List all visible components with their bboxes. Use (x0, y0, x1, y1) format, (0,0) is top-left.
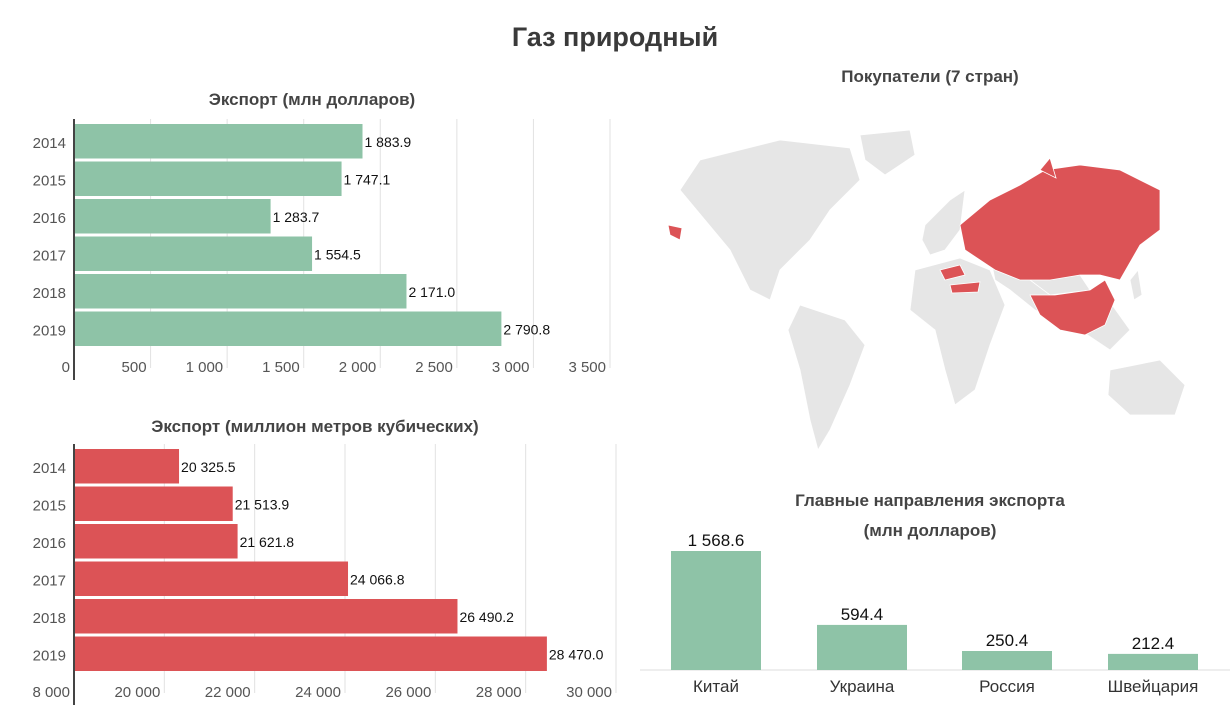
bar-Россия (962, 651, 1052, 670)
bar-2019 (74, 636, 547, 671)
bar-2014 (74, 449, 180, 484)
x-tick-label: 500 (122, 359, 147, 376)
x-tick-label: 2 000 (339, 359, 377, 376)
turkey (949, 281, 981, 294)
australia (1107, 359, 1186, 416)
page-title: Газ природный (511, 22, 719, 52)
x-tick-label: 26 000 (385, 684, 431, 701)
y-tick-label: 2015 (33, 497, 66, 514)
y-tick-label: 2019 (33, 647, 66, 664)
map-title: Покупатели (7 стран) (841, 67, 1019, 86)
russia (959, 164, 1161, 281)
destinations-chart: 1 568.6 Китай 594.4 Украина 250.4 Россия 212.4… (640, 531, 1230, 696)
value-label: 1 568.6 (688, 531, 745, 550)
export-volume-chart: Экспорт (миллион метров кубических) 8 000… (32, 417, 617, 705)
x-tick-label: 0 (62, 359, 70, 376)
x-tick-label: 24 000 (295, 684, 341, 701)
x-tick-label: 20 000 (114, 684, 160, 701)
chart-title: Экспорт (млн долларов) (209, 90, 415, 109)
alaska-region (667, 224, 683, 241)
y-tick-label: 2017 (33, 247, 66, 264)
y-tick-label: 2014 (33, 460, 66, 477)
north-america (679, 139, 861, 301)
ukraine (939, 264, 966, 281)
x-tick-label: 1 000 (186, 359, 224, 376)
chart-title: Экспорт (миллион метров кубических) (151, 417, 478, 436)
x-tick-label: 2 500 (415, 359, 453, 376)
value-label: 250.4 (986, 631, 1029, 650)
bar-2019 (74, 311, 502, 346)
x-tick-label: 3 500 (568, 359, 606, 376)
bar-2016 (74, 524, 238, 559)
bar-2017 (74, 236, 313, 271)
bar-2015 (74, 161, 342, 196)
x-tick-label: 3 000 (492, 359, 530, 376)
value-label: 2 790.8 (503, 321, 550, 337)
bar-2018 (74, 274, 407, 309)
destinations-title-line2: (млн долларов) (863, 521, 997, 540)
y-tick-label: 2019 (33, 322, 66, 339)
bar-2015 (74, 486, 233, 521)
south-america (787, 304, 866, 452)
x-tick-label: Китай (693, 677, 739, 696)
x-tick-label: 30 000 (566, 684, 612, 701)
bar-2016 (74, 199, 271, 234)
x-tick-label: 1 500 (262, 359, 300, 376)
destinations-title: Главные направления экспорта (млн доллар… (640, 486, 1220, 546)
greenland (859, 130, 916, 176)
x-tick-label: 28 000 (476, 684, 522, 701)
bar-Швейцария (1108, 653, 1198, 670)
y-tick-label: 2018 (33, 610, 66, 627)
y-tick-label: 2015 (33, 172, 66, 189)
value-label: 2 171.0 (408, 284, 455, 300)
x-tick-label: Швейцария (1108, 677, 1199, 696)
value-label: 1 554.5 (314, 246, 361, 262)
africa (909, 257, 1006, 406)
value-label: 1 883.9 (365, 134, 412, 150)
destinations-title-line1: Главные направления экспорта (795, 491, 1065, 510)
value-label: 28 470.0 (549, 646, 604, 662)
x-tick-label: Украина (830, 677, 895, 696)
bar-2018 (74, 599, 458, 634)
value-label: 24 066.8 (350, 571, 405, 587)
value-label: 594.4 (841, 605, 884, 624)
value-label: 21 621.8 (240, 534, 295, 550)
china (1029, 279, 1116, 336)
y-tick-label: 2016 (33, 535, 66, 552)
bar-2017 (74, 561, 349, 596)
value-label: 1 283.7 (273, 209, 320, 225)
y-tick-label: 2018 (33, 285, 66, 302)
bar-Украина (817, 624, 907, 670)
value-label: 212.4 (1132, 634, 1175, 653)
japan (1129, 269, 1143, 301)
x-tick-label: Россия (979, 677, 1035, 696)
world-map (667, 130, 1186, 452)
value-label: 1 747.1 (344, 171, 391, 187)
value-label: 20 325.5 (181, 459, 236, 475)
value-label: 26 490.2 (459, 609, 514, 625)
y-tick-label: 2016 (33, 210, 66, 227)
x-tick-label: 22 000 (205, 684, 251, 701)
y-tick-label: 2017 (33, 572, 66, 589)
bar-2014 (74, 124, 363, 159)
europe (921, 189, 966, 256)
value-label: 21 513.9 (235, 496, 290, 512)
y-tick-label: 2014 (33, 135, 66, 152)
x-tick-label: 8 000 (32, 684, 70, 701)
novaya-zemlya (1039, 157, 1057, 179)
bar-Китай (671, 551, 761, 670)
export-usd-chart: Экспорт (млн долларов) 0 500 1 000 1 500 2 00… (33, 90, 611, 380)
